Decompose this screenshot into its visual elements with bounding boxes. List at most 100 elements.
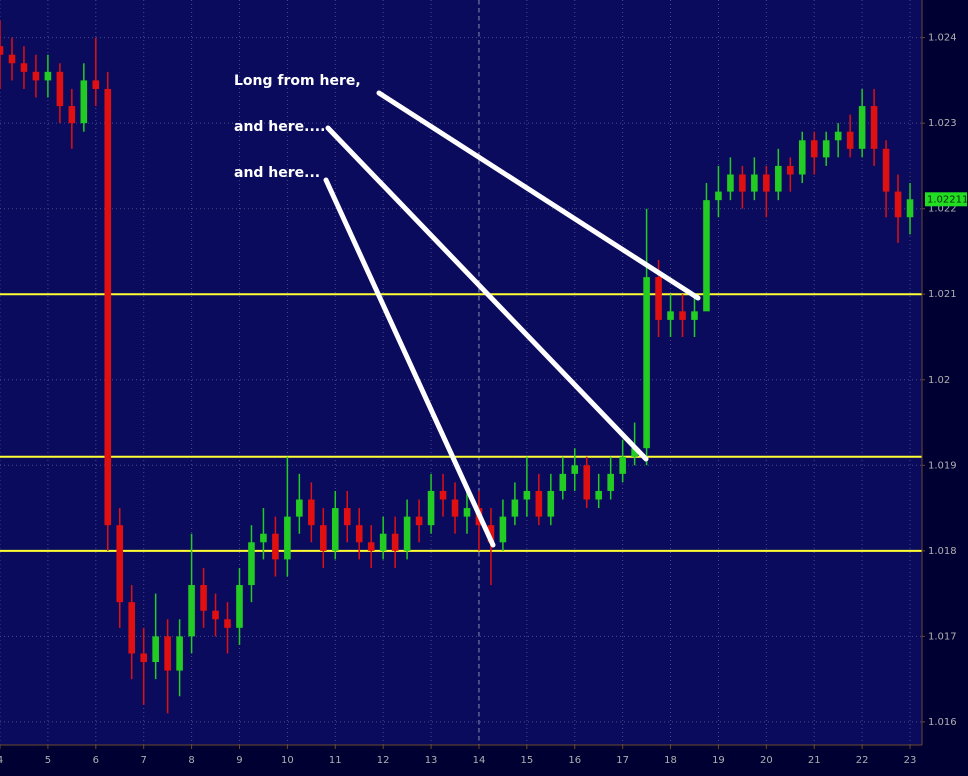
candle-body bbox=[786, 165, 794, 175]
x-tick-label: 9 bbox=[236, 755, 242, 766]
y-tick-label: 1.016 bbox=[928, 717, 957, 728]
candle-body bbox=[248, 542, 255, 586]
candle-body bbox=[224, 619, 231, 628]
candle-body bbox=[858, 106, 866, 149]
x-tick-label: 7 bbox=[141, 755, 147, 766]
candle-body bbox=[68, 106, 76, 124]
candle-body bbox=[320, 525, 327, 551]
candle-body bbox=[92, 80, 100, 89]
x-tick-label: 6 bbox=[93, 755, 99, 766]
candle-body bbox=[547, 490, 555, 517]
x-tick-label: 20 bbox=[760, 755, 773, 766]
candle-body bbox=[822, 140, 830, 158]
candle-body bbox=[212, 610, 219, 620]
candle-body bbox=[355, 525, 363, 543]
candle-body bbox=[20, 63, 28, 72]
candle-body bbox=[140, 653, 147, 663]
candle-body bbox=[607, 473, 614, 491]
candle-body bbox=[583, 465, 591, 500]
y-axis-background bbox=[922, 0, 968, 776]
candle-body bbox=[463, 508, 471, 517]
x-tick-label: 8 bbox=[188, 755, 194, 766]
y-tick-label: 1.02 bbox=[928, 375, 950, 386]
candle-body bbox=[751, 174, 758, 192]
candle-body bbox=[116, 525, 124, 603]
candle-body bbox=[487, 525, 495, 543]
candle-body bbox=[164, 636, 171, 671]
candle-body bbox=[260, 533, 267, 543]
annotation-line bbox=[376, 90, 701, 301]
y-tick-label: 1.023 bbox=[928, 118, 957, 129]
plot-background bbox=[0, 0, 922, 745]
last-price-box bbox=[925, 192, 967, 207]
axes: 1.016 1.017 1.018 1.019 1.02 1.021 1.022 1.023 1… bbox=[0, 33, 968, 766]
candle-body bbox=[499, 516, 507, 543]
annotation-line bbox=[325, 125, 649, 462]
candle-body bbox=[846, 131, 854, 149]
candle-body bbox=[894, 191, 902, 218]
candle-body bbox=[595, 490, 602, 500]
levels bbox=[0, 293, 922, 552]
candle-body bbox=[188, 585, 195, 637]
candle-body bbox=[763, 174, 770, 192]
candle-body bbox=[870, 106, 878, 149]
candle-body bbox=[703, 200, 710, 312]
x-tick-label: 11 bbox=[329, 755, 342, 766]
candle-body bbox=[535, 490, 543, 517]
candle-body bbox=[619, 456, 626, 474]
candle-body bbox=[32, 71, 40, 81]
y-tick-label: 1.022 bbox=[928, 204, 957, 215]
y-tick-label: 1.019 bbox=[928, 460, 957, 471]
candle-body bbox=[571, 465, 579, 474]
candle-body bbox=[128, 602, 136, 654]
candle-body bbox=[691, 311, 698, 320]
x-tick-label: 10 bbox=[281, 755, 294, 766]
candles bbox=[0, 20, 914, 714]
candle-body bbox=[655, 277, 662, 320]
x-tick-label: 15 bbox=[520, 755, 533, 766]
candle-body bbox=[367, 542, 375, 551]
candle-body bbox=[906, 199, 914, 218]
candle-body bbox=[296, 499, 303, 517]
annotation: and here... bbox=[234, 165, 320, 181]
candle-body bbox=[739, 174, 746, 192]
candle-body bbox=[331, 508, 339, 551]
candle-body bbox=[415, 516, 423, 526]
x-tick-label: 23 bbox=[904, 755, 917, 766]
candle-body bbox=[56, 71, 64, 107]
candle-body bbox=[427, 490, 435, 526]
annotation-lines bbox=[323, 90, 701, 548]
last-price-label: 1.02211 bbox=[927, 194, 968, 205]
candle-body bbox=[272, 533, 279, 560]
x-tick-label: 13 bbox=[425, 755, 438, 766]
candle-body bbox=[379, 533, 387, 551]
candle-body bbox=[391, 533, 399, 551]
candle-body bbox=[834, 131, 842, 141]
candle-body bbox=[176, 636, 183, 671]
candle-body bbox=[104, 88, 112, 526]
x-tick-label: 22 bbox=[856, 755, 869, 766]
x-axis-background bbox=[0, 745, 968, 776]
annotation: Long from here, bbox=[234, 73, 361, 89]
annotation: and here.... bbox=[234, 119, 325, 135]
candle-body bbox=[343, 508, 351, 526]
candle-body bbox=[523, 490, 531, 500]
candle-body bbox=[236, 585, 243, 628]
candle-body bbox=[80, 80, 88, 124]
candle-body bbox=[44, 71, 52, 81]
x-tick-label: 21 bbox=[808, 755, 821, 766]
candle-body bbox=[727, 174, 734, 192]
candle-body bbox=[403, 516, 411, 551]
y-tick-label: 1.024 bbox=[928, 33, 957, 44]
candle-body bbox=[631, 448, 638, 457]
candle-body bbox=[798, 140, 806, 175]
x-tick-label: 5 bbox=[45, 755, 51, 766]
x-tick-label: 12 bbox=[377, 755, 390, 766]
candle-body bbox=[882, 148, 890, 192]
candle-body bbox=[0, 46, 4, 55]
candle-body bbox=[643, 277, 650, 449]
y-tick-label: 1.018 bbox=[928, 546, 957, 557]
x-tick-label: 14 bbox=[473, 755, 486, 766]
